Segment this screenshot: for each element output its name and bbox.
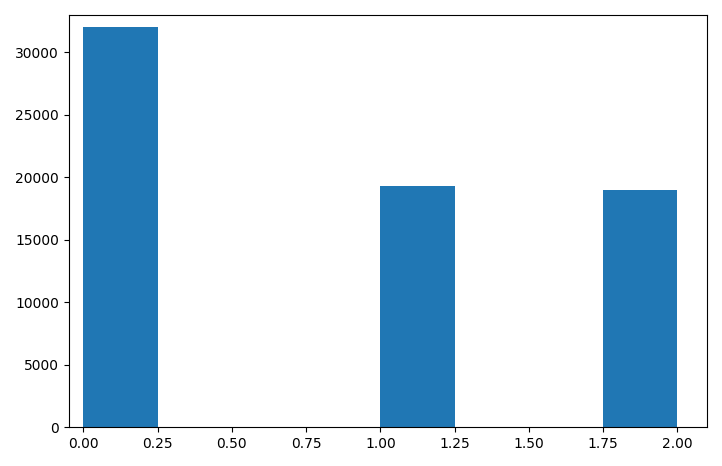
Bar (380, 186, 455, 427)
Bar (84, 27, 157, 427)
Bar (603, 190, 677, 427)
